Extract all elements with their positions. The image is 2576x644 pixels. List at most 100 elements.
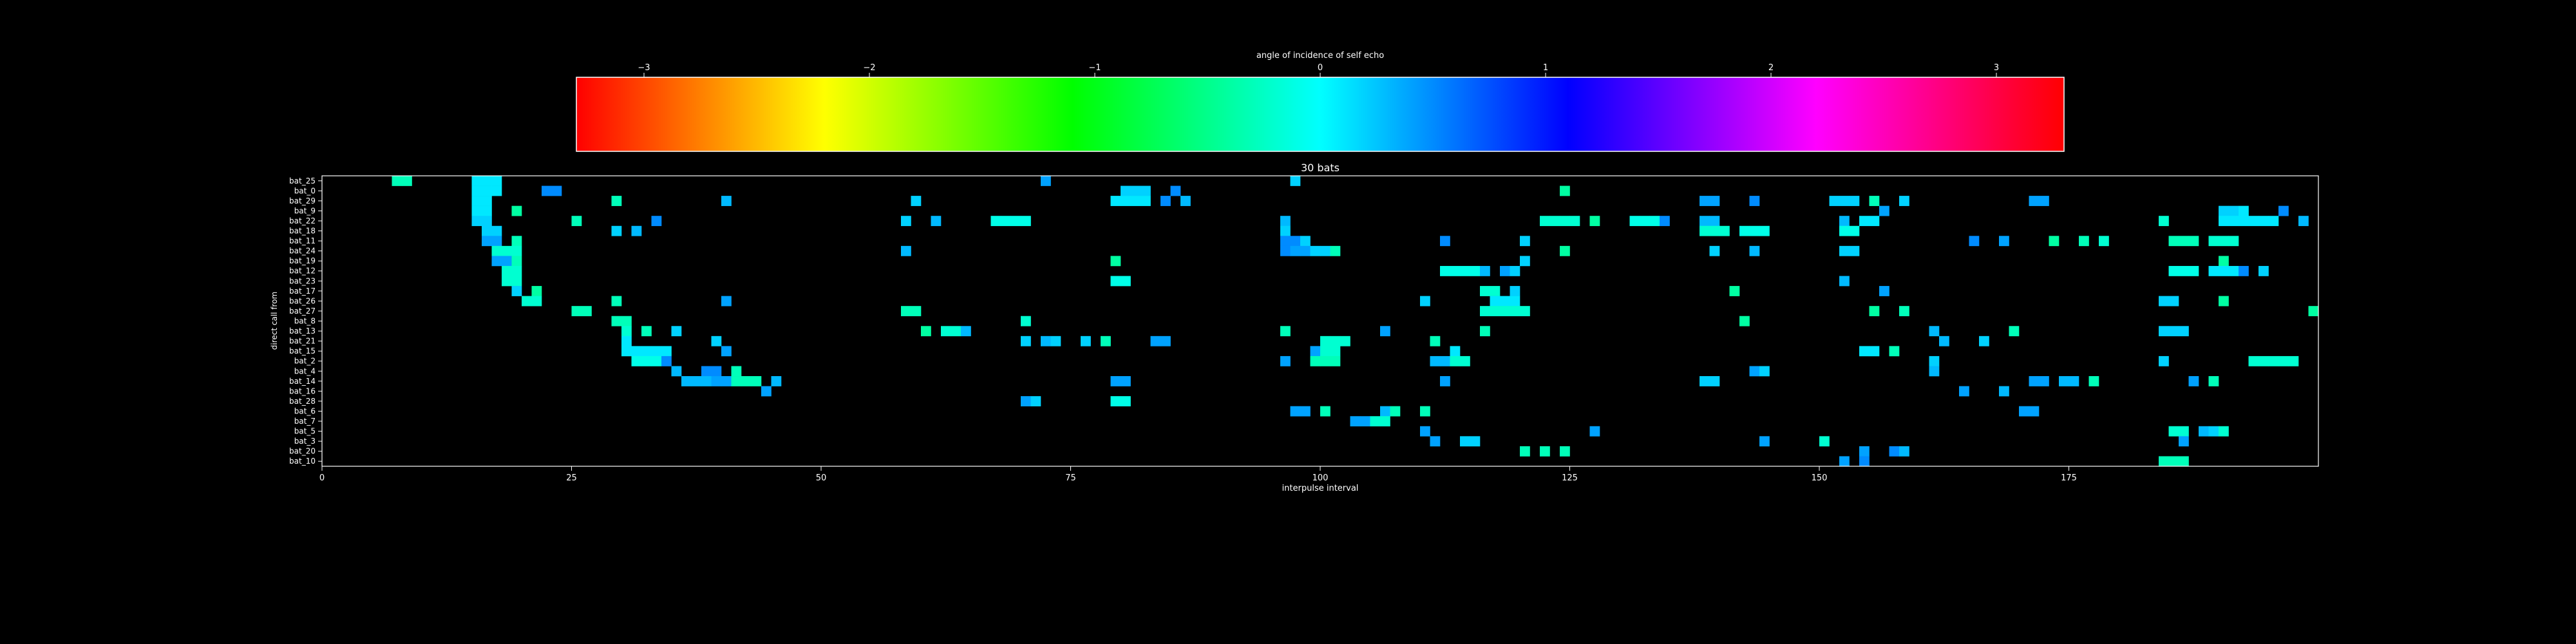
heatmap-cell [471, 196, 482, 206]
heatmap-cell [1749, 196, 1760, 206]
y-tick-label: bat_18 [289, 227, 316, 236]
heatmap-cell [1709, 376, 1720, 386]
colorbar-tick-label: 0 [1318, 63, 1323, 73]
heatmap-cell [2168, 326, 2179, 337]
heatmap-cell [1330, 346, 1341, 357]
heatmap-cell [1380, 326, 1390, 337]
heatmap-cell [1490, 286, 1501, 296]
heatmap-cell [482, 196, 492, 206]
heatmap-cell [1700, 196, 1710, 206]
heatmap-cell [571, 306, 582, 317]
heatmap-cell [2159, 216, 2169, 227]
heatmap-cell [641, 326, 652, 337]
heatmap-cell [1869, 346, 1880, 357]
heatmap-cell [1021, 216, 1031, 227]
heatmap-cell [1170, 185, 1181, 196]
heatmap-cell [1969, 236, 1980, 247]
y-tick-label: bat_14 [289, 377, 316, 386]
heatmap-cell [2248, 216, 2259, 227]
heatmap-cell [1829, 196, 1840, 206]
colorbar-ticks: −3 −2 −1 0 1 2 3 [638, 63, 1999, 77]
x-tick-label: 100 [1312, 473, 1329, 483]
heatmap-cell [1310, 245, 1321, 256]
heatmap-cell [1500, 265, 1510, 276]
colorbar-gradient [576, 77, 2065, 152]
y-tick-label: bat_19 [289, 256, 316, 265]
heatmap-cell [471, 216, 482, 227]
heatmap-cell [2188, 376, 2199, 386]
heatmap-cell [471, 205, 482, 216]
heatmap-cell [1290, 245, 1301, 256]
heatmap-cell [1490, 296, 1501, 307]
heatmap-cell [961, 326, 971, 337]
heatmap-cell [1869, 306, 1880, 317]
y-tick-label: bat_17 [289, 287, 316, 296]
heatmap-cell [921, 326, 931, 337]
colorbar-tick-label: −2 [863, 63, 875, 73]
x-tick-label: 125 [1562, 473, 1578, 483]
heatmap-cell [1859, 456, 1870, 467]
heatmap-cell [2179, 456, 2189, 467]
heatmap-cell [621, 336, 632, 346]
x-tick-label: 0 [319, 473, 325, 483]
heatmap-cell [2199, 426, 2209, 437]
heatmap-cell [661, 346, 672, 357]
heatmap-cell [1290, 406, 1301, 417]
heatmap-cell [1110, 376, 1121, 386]
heatmap-cell [721, 376, 732, 386]
heatmap-cell [2039, 376, 2049, 386]
heatmap-cell [2059, 376, 2069, 386]
heatmap-cell [1879, 286, 1889, 296]
heatmap-cell [1899, 196, 1909, 206]
x-tick-label: 50 [816, 473, 827, 483]
heatmap-cell [482, 236, 492, 247]
heatmap-cell [1010, 216, 1021, 227]
heatmap-cell [1430, 436, 1441, 447]
heatmap-cell [701, 366, 712, 377]
heatmap-cell [711, 336, 722, 346]
heatmap-cell [2179, 426, 2189, 437]
heatmap-cell [1979, 336, 1989, 346]
heatmap-cell [551, 185, 562, 196]
heatmap-cell [2259, 265, 2269, 276]
heatmap-cell [611, 316, 622, 327]
heatmap-cell [1320, 336, 1331, 346]
heatmap-cell [2159, 296, 2169, 307]
heatmap-cell [1130, 196, 1141, 206]
heatmap-cell [2168, 265, 2179, 276]
heatmap-cell [1739, 225, 1750, 236]
heatmap-cell [1160, 336, 1171, 346]
heatmap-cell [1899, 446, 1909, 457]
heatmap-cell [1121, 396, 1131, 406]
heatmap-cell [1729, 286, 1740, 296]
heatmap-cell [1859, 446, 1870, 457]
y-tick-label: bat_21 [289, 337, 316, 346]
heatmap-cell [1121, 276, 1131, 287]
heatmap-cell [1520, 236, 1530, 247]
heatmap-cell [1480, 286, 1490, 296]
heatmap-cell [1500, 306, 1510, 317]
heatmap-cell [1560, 245, 1570, 256]
y-tick-label: bat_10 [289, 457, 316, 466]
heatmap-cell [1849, 225, 1860, 236]
heatmap-cell [1510, 286, 1520, 296]
heatmap-cell [2219, 216, 2229, 227]
heatmap-cell [1450, 355, 1461, 366]
heatmap-cell [511, 245, 522, 256]
x-tick-label: 150 [1812, 473, 1828, 483]
heatmap-cell [1310, 355, 1321, 366]
heatmap-cell [681, 376, 692, 386]
y-tick-label: bat_6 [294, 406, 316, 415]
heatmap-cell [2029, 406, 2040, 417]
heatmap-cell [771, 376, 782, 386]
heatmap-cell [1749, 225, 1760, 236]
heatmap-cell [2298, 216, 2309, 227]
heatmap-cell [1839, 276, 1850, 287]
y-tick-label: bat_8 [294, 317, 316, 326]
heatmap-cell [2159, 355, 2169, 366]
colorbar-tick-label: 1 [1543, 63, 1548, 73]
heatmap-cell [1141, 185, 1151, 196]
heatmap-cell [1300, 236, 1311, 247]
y-tick-label: bat_29 [289, 196, 316, 205]
heatmap-cell [1130, 185, 1141, 196]
